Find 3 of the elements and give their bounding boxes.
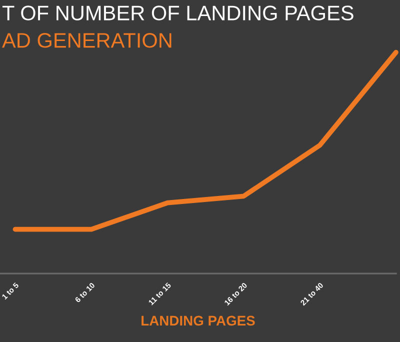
- x-axis-title: LANDING PAGES: [142, 316, 255, 326]
- chart-subtitle: AD GENERATION: [2, 33, 172, 48]
- chart-title: T OF NUMBER OF LANDING PAGES: [2, 6, 354, 20]
